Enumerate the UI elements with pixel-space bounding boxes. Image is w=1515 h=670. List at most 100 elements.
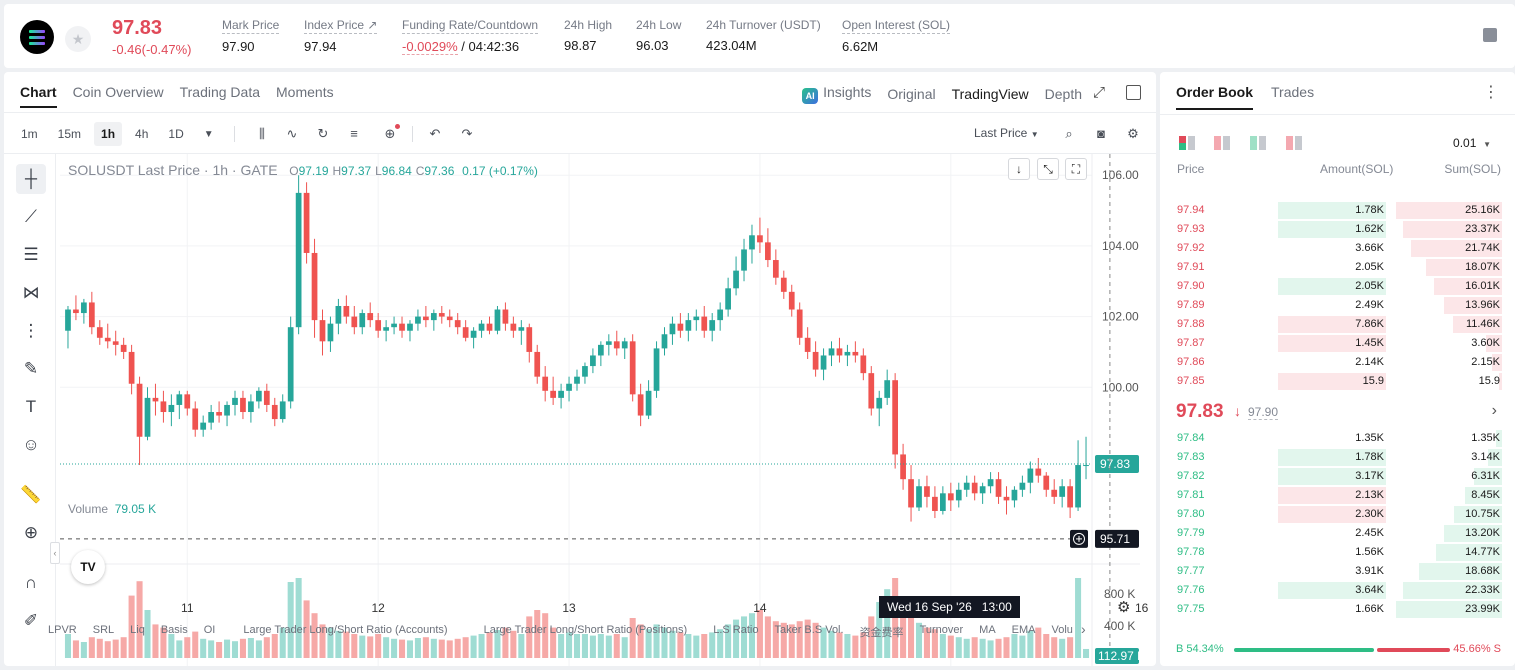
- templates-icon[interactable]: ≡: [350, 126, 358, 141]
- guide-book-icon[interactable]: [1483, 28, 1497, 42]
- bid-row[interactable]: 97.79 2.45K 13.20K: [1172, 524, 1502, 543]
- collapse-toolbar-icon[interactable]: ‹: [50, 542, 60, 564]
- stat-index-price[interactable]: Index Price ↗ 97.94: [304, 18, 378, 54]
- timeframe-1h[interactable]: 1h: [94, 122, 123, 146]
- expand-icon[interactable]: ⤢: [1093, 84, 1106, 101]
- indicator-ema[interactable]: EMA: [1011, 624, 1036, 636]
- scroll-down-icon[interactable]: ↓: [1008, 158, 1030, 180]
- view-depth[interactable]: Depth: [1044, 86, 1082, 102]
- insights-button[interactable]: AI Insights: [802, 84, 871, 104]
- bid-row[interactable]: 97.78 1.56K 14.77K: [1172, 543, 1502, 562]
- bid-row[interactable]: 97.84 1.35K 1.35K: [1172, 429, 1502, 448]
- more-options-icon[interactable]: ⋮: [1483, 84, 1499, 101]
- tab-coin-overview[interactable]: Coin Overview: [72, 84, 164, 100]
- candlestick-chart[interactable]: 106.00 104.00 102.00 100.00 800 K 400 K 97.83 9…: [60, 154, 1140, 666]
- chevron-right-icon[interactable]: ›: [1491, 402, 1497, 419]
- indicator-liq[interactable]: Liq: [130, 624, 145, 636]
- fib-icon[interactable]: ⋮: [22, 321, 40, 340]
- book-mode-bids-icon[interactable]: [1250, 136, 1266, 150]
- trend-line-icon[interactable]: ⟋: [25, 207, 37, 226]
- timeframe-1d[interactable]: 1D: [168, 127, 184, 141]
- indicator-volume[interactable]: Volu: [1051, 624, 1073, 636]
- bid-row[interactable]: 97.82 3.17K 6.31K: [1172, 467, 1502, 486]
- bid-row[interactable]: 97.75 1.66K 23.99K: [1172, 600, 1502, 619]
- volume-bar: [892, 578, 899, 658]
- undo-icon[interactable]: ↶: [429, 126, 441, 141]
- tab-order-book[interactable]: Order Book: [1176, 84, 1254, 110]
- tab-trades[interactable]: Trades: [1271, 84, 1315, 100]
- favorite-star-icon[interactable]: ★: [65, 26, 91, 52]
- indicator-oi[interactable]: OI: [203, 624, 216, 636]
- refresh-icon[interactable]: ↻: [317, 126, 329, 141]
- magnet-icon[interactable]: ∩: [24, 573, 38, 592]
- timeframe-1m[interactable]: 1m: [21, 127, 38, 141]
- ask-row[interactable]: 97.86 2.14K 2.15K: [1172, 353, 1502, 372]
- indicator-taker-vol[interactable]: Taker B.S Vol.: [774, 624, 844, 636]
- settings-gear-icon[interactable]: ⚙: [1127, 126, 1139, 141]
- indicator-lpvr[interactable]: LPVR: [48, 624, 77, 636]
- volume-bar: [661, 627, 668, 658]
- bid-row[interactable]: 97.81 2.13K 8.45K: [1172, 486, 1502, 505]
- indicator-ls-ratio[interactable]: L.S Ratio: [713, 624, 759, 636]
- indicator-srl[interactable]: SRL: [92, 624, 115, 636]
- horizontal-lines-icon[interactable]: ☰: [23, 245, 39, 264]
- text-tool-icon[interactable]: T: [25, 397, 37, 416]
- book-mode-asks-icon[interactable]: [1214, 136, 1230, 150]
- ask-row[interactable]: 97.90 2.05K 16.01K: [1172, 277, 1502, 296]
- indicator-ma[interactable]: MA: [979, 624, 996, 636]
- sum-depth-bar: [1488, 449, 1502, 466]
- ask-row[interactable]: 97.89 2.49K 13.96K: [1172, 296, 1502, 315]
- crosshair-icon[interactable]: ┼: [16, 164, 46, 194]
- ask-row[interactable]: 97.93 1.62K 23.37K: [1172, 220, 1502, 239]
- axis-settings-icon[interactable]: ⚙: [1117, 599, 1131, 616]
- search-icon[interactable]: ⌕: [1065, 126, 1073, 141]
- price-type-dropdown[interactable]: Last Price ▼: [974, 126, 1039, 140]
- timeframe-dropdown-icon[interactable]: ▼: [203, 128, 214, 140]
- tab-trading-data[interactable]: Trading Data: [179, 84, 261, 100]
- bid-row[interactable]: 97.80 2.30K 10.75K: [1172, 505, 1502, 524]
- tab-chart[interactable]: Chart: [20, 84, 57, 108]
- view-tradingview[interactable]: TradingView: [951, 86, 1029, 102]
- ask-row[interactable]: 97.94 1.78K 25.16K: [1172, 201, 1502, 220]
- book-mode-both-icon[interactable]: [1179, 136, 1195, 150]
- emoji-icon[interactable]: ☺: [22, 435, 40, 454]
- tab-moments[interactable]: Moments: [276, 84, 334, 100]
- indicators-icon[interactable]: ∿: [286, 126, 298, 141]
- volume-bar: [820, 627, 827, 658]
- ask-row[interactable]: 97.92 3.66K 21.74K: [1172, 239, 1502, 258]
- window-mode-icon[interactable]: [1126, 85, 1141, 100]
- toolbar-divider: [412, 126, 413, 142]
- pencil-lock-icon[interactable]: ✐: [23, 611, 39, 630]
- view-original[interactable]: Original: [887, 86, 936, 102]
- redo-icon[interactable]: ↷: [461, 126, 473, 141]
- bid-row[interactable]: 97.83 1.78K 3.14K: [1172, 448, 1502, 467]
- chevron-right-icon[interactable]: ›: [1080, 621, 1086, 637]
- timeframe-15m[interactable]: 15m: [57, 127, 82, 141]
- book-mode-depth-icon[interactable]: [1286, 136, 1302, 150]
- bid-row[interactable]: 97.76 3.64K 22.33K: [1172, 581, 1502, 600]
- candle-type-icon[interactable]: ⫼: [259, 126, 265, 141]
- indicator-ls-accounts[interactable]: Large Trader Long/Short Ratio (Accounts): [243, 624, 448, 636]
- order-sum: 8.45K: [1471, 489, 1500, 501]
- indicator-funding-rate[interactable]: 资金费率: [859, 627, 904, 639]
- ask-row[interactable]: 97.88 7.86K 11.46K: [1172, 315, 1502, 334]
- fullscreen-icon[interactable]: ⛶: [1065, 158, 1087, 180]
- brush-icon[interactable]: ✎: [23, 359, 39, 378]
- indicator-basis[interactable]: Basis: [160, 624, 188, 636]
- zoom-in-icon[interactable]: ⊕: [23, 523, 39, 542]
- tick-size-dropdown[interactable]: 0.01 ▼: [1453, 136, 1491, 150]
- ask-row[interactable]: 97.87 1.45K 3.60K: [1172, 334, 1502, 353]
- indicator-ls-positions[interactable]: Large Trader Long/Short Ratio (Positions…: [483, 624, 688, 636]
- add-alert-icon[interactable]: ⊕: [380, 124, 400, 142]
- camera-icon[interactable]: ◙: [1097, 126, 1105, 141]
- ruler-icon[interactable]: 📏: [20, 485, 42, 504]
- bid-row[interactable]: 97.77 3.91K 18.68K: [1172, 562, 1502, 581]
- volume-bar: [836, 632, 843, 658]
- pattern-icon[interactable]: ⋈: [22, 283, 40, 302]
- ask-row[interactable]: 97.85 15.9 15.9: [1172, 372, 1502, 391]
- timeframe-4h[interactable]: 4h: [135, 127, 149, 141]
- indicator-turnover[interactable]: Turnover: [919, 624, 964, 636]
- collapse-icon[interactable]: ⤡: [1037, 158, 1059, 180]
- legend-close: 97.36: [424, 164, 455, 178]
- ask-row[interactable]: 97.91 2.05K 18.07K: [1172, 258, 1502, 277]
